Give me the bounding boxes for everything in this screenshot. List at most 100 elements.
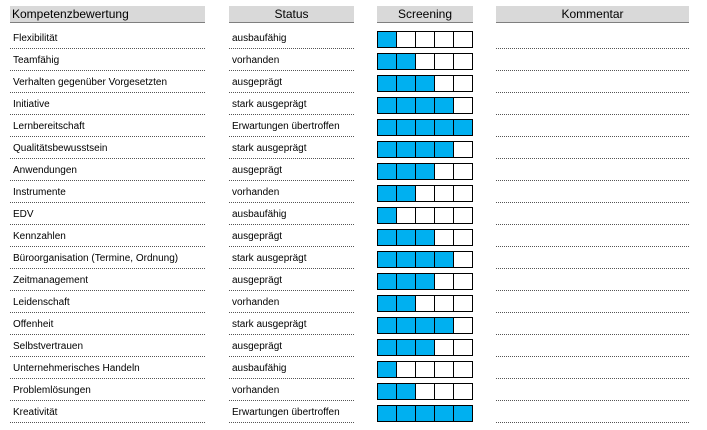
- screening-bar[interactable]: [377, 339, 473, 356]
- screening-segment-empty: [454, 340, 473, 355]
- competency-cell[interactable]: Selbstvertrauen: [10, 336, 205, 357]
- screening-segment-empty: [435, 384, 454, 399]
- screening-bar[interactable]: [377, 361, 473, 378]
- status-cell[interactable]: ausgeprägt: [229, 160, 354, 181]
- screening-bar[interactable]: [377, 141, 473, 158]
- comment-cell[interactable]: [496, 138, 689, 159]
- screening-segment-filled: [378, 318, 397, 333]
- comment-cell[interactable]: [496, 50, 689, 71]
- status-cell[interactable]: vorhanden: [229, 50, 354, 71]
- comment-cell[interactable]: [496, 336, 689, 357]
- screening-bar[interactable]: [377, 185, 473, 202]
- header-status[interactable]: Status: [229, 6, 354, 23]
- screening-bar[interactable]: [377, 317, 473, 334]
- header-comment[interactable]: Kommentar: [496, 6, 689, 23]
- screening-segment-filled: [378, 186, 397, 201]
- status-cell[interactable]: stark ausgeprägt: [229, 94, 354, 115]
- status-cell[interactable]: ausgeprägt: [229, 270, 354, 291]
- status-cell[interactable]: ausbaufähig: [229, 28, 354, 49]
- comment-cell[interactable]: [496, 204, 689, 225]
- competency-cell[interactable]: Teamfähig: [10, 50, 205, 71]
- status-cell[interactable]: vorhanden: [229, 380, 354, 401]
- screening-segment-filled: [378, 164, 397, 179]
- screening-bar[interactable]: [377, 251, 473, 268]
- screening-segment-empty: [454, 230, 473, 245]
- screening-bar[interactable]: [377, 273, 473, 290]
- comment-cell[interactable]: [496, 270, 689, 291]
- competency-cell[interactable]: Unternehmerisches Handeln: [10, 358, 205, 379]
- screening-segment-empty: [435, 76, 454, 91]
- status-cell[interactable]: vorhanden: [229, 292, 354, 313]
- screening-segment-empty: [454, 54, 473, 69]
- screening-bar[interactable]: [377, 75, 473, 92]
- screening-bar[interactable]: [377, 97, 473, 114]
- screening-segment-empty: [416, 54, 435, 69]
- competency-cell[interactable]: Problemlösungen: [10, 380, 205, 401]
- comment-cell[interactable]: [496, 94, 689, 115]
- screening-bar[interactable]: [377, 383, 473, 400]
- comment-cell[interactable]: [496, 402, 689, 423]
- screening-segment-empty: [435, 54, 454, 69]
- screening-bar[interactable]: [377, 31, 473, 48]
- status-cell[interactable]: ausbaufähig: [229, 358, 354, 379]
- screening-segment-filled: [378, 98, 397, 113]
- screening-segment-empty: [435, 164, 454, 179]
- competency-cell[interactable]: Instrumente: [10, 182, 205, 203]
- screening-segment-filled: [378, 340, 397, 355]
- comment-cell[interactable]: [496, 116, 689, 137]
- comment-cell[interactable]: [496, 358, 689, 379]
- status-cell[interactable]: ausgeprägt: [229, 72, 354, 93]
- status-cell[interactable]: ausgeprägt: [229, 336, 354, 357]
- table-row: Büroorganisation (Termine, Ordnung) stark…: [0, 248, 707, 270]
- competency-cell[interactable]: Kennzahlen: [10, 226, 205, 247]
- status-cell[interactable]: stark ausgeprägt: [229, 248, 354, 269]
- header-screening[interactable]: Screening: [377, 6, 473, 23]
- screening-bar[interactable]: [377, 163, 473, 180]
- competency-cell[interactable]: Initiative: [10, 94, 205, 115]
- screening-segment-filled: [378, 274, 397, 289]
- competency-cell[interactable]: Büroorganisation (Termine, Ordnung): [10, 248, 205, 269]
- comment-cell[interactable]: [496, 314, 689, 335]
- screening-bar[interactable]: [377, 405, 473, 422]
- screening-segment-filled: [378, 384, 397, 399]
- screening-segment-empty: [435, 362, 454, 377]
- competency-cell[interactable]: Verhalten gegenüber Vorgesetzten: [10, 72, 205, 93]
- comment-cell[interactable]: [496, 380, 689, 401]
- comment-cell[interactable]: [496, 160, 689, 181]
- table-row: Kennzahlen ausgeprägt: [0, 226, 707, 248]
- competency-cell[interactable]: Anwendungen: [10, 160, 205, 181]
- status-cell[interactable]: ausgeprägt: [229, 226, 354, 247]
- screening-bar[interactable]: [377, 119, 473, 136]
- status-cell[interactable]: ausbaufähig: [229, 204, 354, 225]
- competency-cell[interactable]: Offenheit: [10, 314, 205, 335]
- competency-cell[interactable]: Zeitmanagement: [10, 270, 205, 291]
- comment-cell[interactable]: [496, 248, 689, 269]
- competency-cell[interactable]: Flexibilität: [10, 28, 205, 49]
- screening-bar[interactable]: [377, 207, 473, 224]
- comment-cell[interactable]: [496, 292, 689, 313]
- table-row: Verhalten gegenüber Vorgesetzten ausgeprä…: [0, 72, 707, 94]
- screening-segment-empty: [454, 252, 473, 267]
- screening-segment-filled: [416, 340, 435, 355]
- screening-segment-filled: [378, 362, 397, 377]
- comment-cell[interactable]: [496, 226, 689, 247]
- competency-cell[interactable]: Lernbereitschaft: [10, 116, 205, 137]
- header-competency[interactable]: Kompetenzbewertung: [10, 6, 205, 23]
- screening-bar[interactable]: [377, 229, 473, 246]
- screening-segment-empty: [454, 76, 473, 91]
- screening-segment-empty: [397, 32, 416, 47]
- status-cell[interactable]: Erwartungen übertroffen: [229, 402, 354, 423]
- comment-cell[interactable]: [496, 72, 689, 93]
- competency-cell[interactable]: Qualitätsbewusstsein: [10, 138, 205, 159]
- competency-cell[interactable]: Leidenschaft: [10, 292, 205, 313]
- comment-cell[interactable]: [496, 182, 689, 203]
- screening-bar[interactable]: [377, 53, 473, 70]
- status-cell[interactable]: stark ausgeprägt: [229, 314, 354, 335]
- competency-cell[interactable]: Kreativität: [10, 402, 205, 423]
- status-cell[interactable]: vorhanden: [229, 182, 354, 203]
- comment-cell[interactable]: [496, 28, 689, 49]
- competency-cell[interactable]: EDV: [10, 204, 205, 225]
- status-cell[interactable]: stark ausgeprägt: [229, 138, 354, 159]
- screening-bar[interactable]: [377, 295, 473, 312]
- status-cell[interactable]: Erwartungen übertroffen: [229, 116, 354, 137]
